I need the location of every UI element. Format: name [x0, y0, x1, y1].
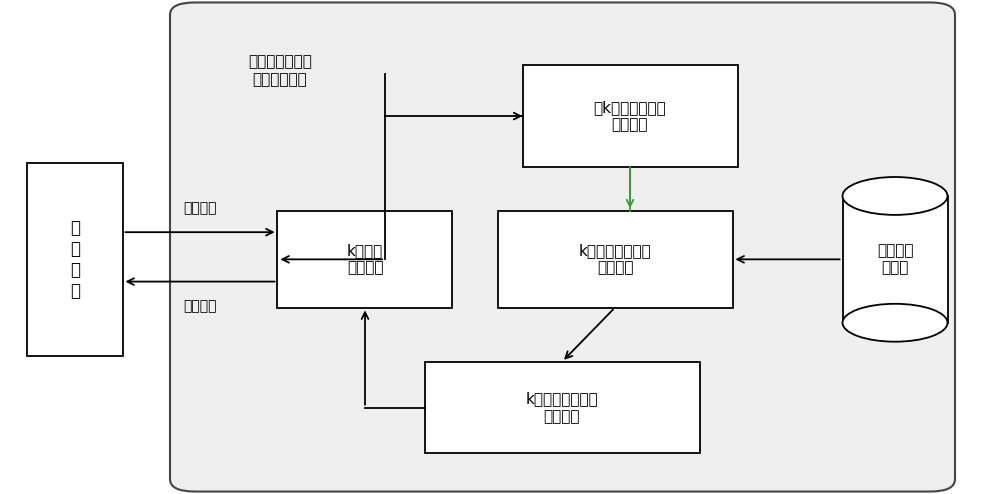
Text: k最近对查询结果
补全引擎: k最近对查询结果 补全引擎 — [526, 391, 598, 424]
Bar — [27, 163, 122, 356]
Bar — [425, 362, 700, 453]
Bar — [277, 211, 452, 307]
Bar — [842, 196, 948, 323]
Text: k最近对查询积极
修剪引擎: k最近对查询积极 修剪引擎 — [579, 243, 651, 276]
FancyBboxPatch shape — [170, 2, 955, 492]
Text: 景点和酒店最佳
配对系统引擎: 景点和酒店最佳 配对系统引擎 — [248, 54, 312, 87]
Text: 查询结果: 查询结果 — [183, 299, 217, 313]
Text: 第k个最近对距离
估计引擎: 第k个最近对距离 估计引擎 — [594, 100, 666, 132]
Text: 空间数据
库索引: 空间数据 库索引 — [877, 243, 913, 276]
Text: 应
用
程
序: 应 用 程 序 — [70, 219, 80, 299]
Bar — [498, 211, 732, 307]
Text: 查询请求: 查询请求 — [183, 201, 217, 215]
Ellipse shape — [842, 177, 948, 215]
Ellipse shape — [842, 304, 948, 342]
Bar — [522, 66, 738, 167]
Ellipse shape — [842, 177, 948, 215]
Text: k最近对
计算引擎: k最近对 计算引擎 — [347, 243, 383, 276]
